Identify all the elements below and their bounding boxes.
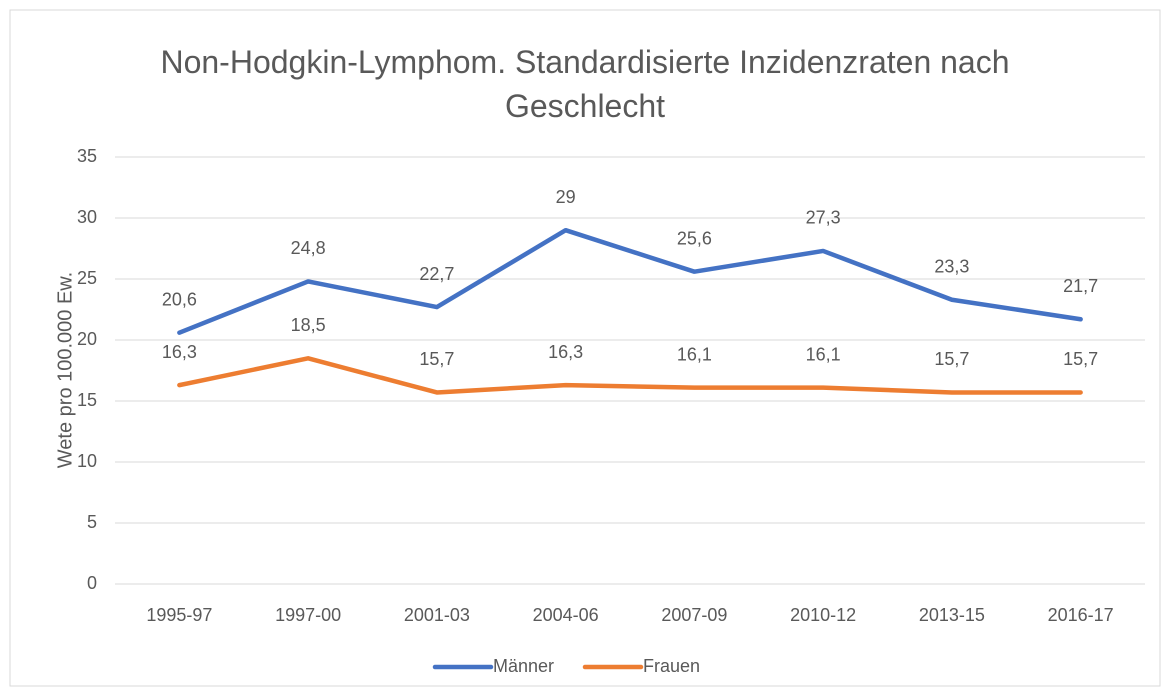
data-label: 21,7 [1063,276,1098,296]
y-tick-label: 10 [77,451,97,471]
x-tick-label: 2007-09 [661,605,727,625]
data-label: 18,5 [291,315,326,335]
legend-label: Männer [493,656,554,676]
data-label: 15,7 [934,349,969,369]
data-label: 16,3 [548,342,583,362]
y-tick-label: 35 [77,146,97,166]
data-label: 16,1 [677,344,712,364]
data-label: 15,7 [419,349,454,369]
y-tick-label: 0 [87,573,97,593]
data-label: 23,3 [934,256,969,276]
y-tick-label: 25 [77,268,97,288]
y-tick-label: 15 [77,390,97,410]
x-tick-label: 2004-06 [533,605,599,625]
series-line [177,356,1083,395]
x-tick-label: 2013-15 [919,605,985,625]
x-tick-label: 2010-12 [790,605,856,625]
chart-border [9,9,1161,687]
series-line [177,227,1083,335]
y-tick-label: 5 [87,512,97,532]
data-label: 29 [556,187,576,207]
data-label: 24,8 [291,238,326,258]
x-tick-label: 2016-17 [1048,605,1114,625]
legend-label: Frauen [643,656,700,676]
data-label: 16,3 [162,342,197,362]
chart-title: Non-Hodgkin-Lymphom. Standardisierte Inz… [160,44,1010,124]
data-label: 25,6 [677,228,712,248]
y-axis-label: Wete pro 100.000 Ew. [54,272,76,468]
y-tick-label: 30 [77,207,97,227]
data-label: 20,6 [162,289,197,309]
x-tick-label: 2001-03 [404,605,470,625]
data-label: 22,7 [419,264,454,284]
data-label: 27,3 [806,208,841,228]
data-label: 16,1 [806,344,841,364]
x-tick-label: 1997-00 [275,605,341,625]
y-tick-label: 20 [77,329,97,349]
data-label: 15,7 [1063,349,1098,369]
x-tick-label: 1995-97 [146,605,212,625]
